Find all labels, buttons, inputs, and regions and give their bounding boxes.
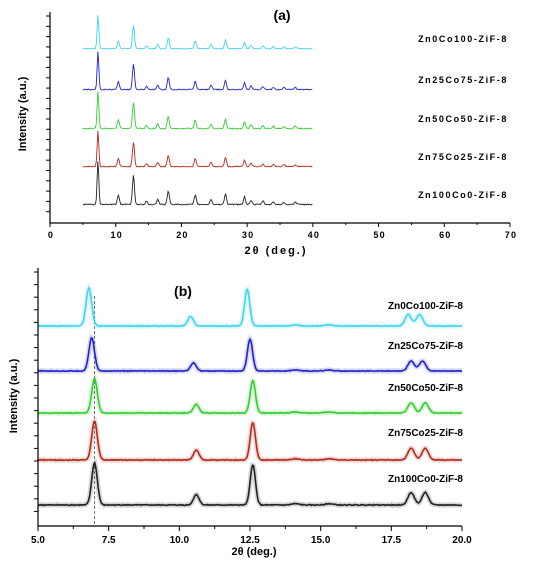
panel-b-x-axis-label: 2θ (deg.) <box>231 546 276 558</box>
panel-b-series-line <box>37 377 463 415</box>
panel-b-series-line <box>37 420 463 462</box>
panel-a-y-axis-label: Intensity (a.u.) <box>17 76 29 151</box>
panel-a-series-label: Zn50Co50-ZiF-8 <box>418 114 508 124</box>
panel-a-x-ticks: 0 10 20 30 40 50 60 70 <box>48 223 517 240</box>
panel-a-x-tick-label: 30 <box>242 230 254 240</box>
panel-a-series-line <box>82 161 313 206</box>
panel-a-label: (a) <box>273 7 290 23</box>
panel-b-x-tick-label: 7.5 <box>102 535 116 546</box>
panel-a-series-line <box>82 130 313 168</box>
panel-b-series-label: Zn0Co100-ZiF-8 <box>388 301 463 312</box>
panel-a-x-tick-label: 40 <box>308 230 320 240</box>
panel-b-x-tick-label: 12.5 <box>240 535 260 546</box>
panel-b-y-axis-label: Intensity (a.u.) <box>8 358 20 433</box>
panel-a-series-line <box>82 51 313 91</box>
panel-b-x-tick-label: 17.5 <box>382 535 402 546</box>
panel-b-series-label: Zn25Co75-ZiF-8 <box>388 341 463 352</box>
panel-b-label: (b) <box>174 283 192 299</box>
panel-a-series-label: Zn25Co75-ZiF-8 <box>418 75 508 85</box>
panel-b-x-tick-label: 20.0 <box>452 535 472 546</box>
panel-a-series-label: Zn100Co0-ZiF-8 <box>418 190 508 200</box>
panel-a-x-tick-label: 50 <box>373 230 385 240</box>
panel-b-y-ticks <box>34 271 38 512</box>
panel-a-x-tick-label: 70 <box>505 230 517 240</box>
panel-b-series-line <box>37 286 463 328</box>
panel-b-series-label: Zn50Co50-ZiF-8 <box>388 383 463 394</box>
panel-a: (a) Intensity (a.u.) 2θ (deg.) 0 10 20 30 40… <box>17 7 517 257</box>
panel-b-series-label: Zn100Co0-ZiF-8 <box>388 474 463 485</box>
panel-b-x-ticks: 5.0 7.5 10.0 12.5 15.0 17.5 20.0 <box>31 526 472 546</box>
panel-b-series-line <box>37 461 463 507</box>
panel-a-x-tick-label: 0 <box>48 230 54 240</box>
panel-a-series-label: Zn75Co25-ZiF-8 <box>418 152 508 162</box>
panel-a-x-axis-label: 2θ (deg.) <box>244 245 307 257</box>
panel-a-series-line <box>82 91 313 130</box>
panel-b-series: Zn0Co100-ZiF-8 Zn25Co75-ZiF-8 Zn50Co50-ZiF… <box>36 281 463 509</box>
panel-a-series-line <box>82 15 313 50</box>
panel-a-x-tick-label: 60 <box>439 230 451 240</box>
panel-b-series-label: Zn75Co25-ZiF-8 <box>388 428 463 439</box>
panel-a-series: Zn0Co100-ZiF-8 Zn25Co75-ZiF-8 Zn50Co50-ZiF… <box>82 15 508 206</box>
panel-a-y-ticks <box>46 15 50 213</box>
panel-a-x-tick-label: 20 <box>176 230 188 240</box>
panel-b-x-tick-label: 10.0 <box>170 535 190 546</box>
panel-b-series-line <box>37 336 463 373</box>
panel-b-x-tick-label: 15.0 <box>311 535 331 546</box>
panel-b-x-tick-label: 5.0 <box>31 535 45 546</box>
panel-a-series-label: Zn0Co100-ZiF-8 <box>418 34 508 44</box>
panel-a-x-tick-label: 10 <box>111 230 123 240</box>
panel-b: (b) Intensity (a.u.) 2θ (deg.) 5.0 7.5 10.… <box>8 268 472 558</box>
